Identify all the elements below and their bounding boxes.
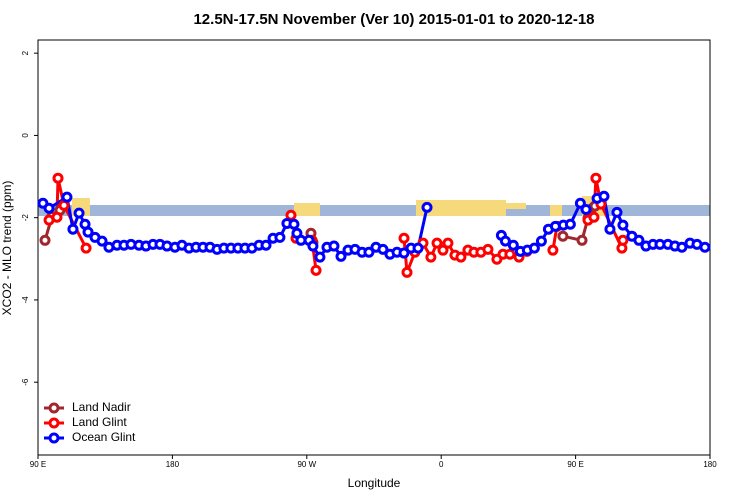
- data-point: [598, 190, 610, 202]
- y-tick-label: -6: [21, 378, 30, 386]
- data-point: [39, 234, 51, 246]
- data-point: [557, 230, 569, 242]
- legend-label: Land Nadir: [72, 400, 131, 414]
- data-point: [73, 207, 85, 219]
- data-point: [676, 241, 688, 253]
- data-point: [377, 243, 389, 255]
- data-point: [328, 240, 340, 252]
- data-point: [51, 211, 63, 223]
- x-tick-label: 0: [439, 460, 444, 469]
- y-tick-label: 0: [21, 133, 30, 138]
- data-point: [67, 223, 79, 235]
- data-point: [314, 251, 326, 263]
- data-point: [580, 203, 592, 215]
- x-tick-label: 90 W: [297, 460, 316, 469]
- data-point: [431, 237, 443, 249]
- land-band: [506, 203, 526, 209]
- data-point: [699, 241, 711, 253]
- data-point: [43, 202, 55, 214]
- data-point: [588, 211, 600, 223]
- x-tick-label: 90 E: [567, 460, 583, 469]
- y-tick-label: -4: [21, 296, 30, 304]
- data-point: [401, 266, 413, 278]
- data-point: [507, 239, 519, 251]
- data-point: [52, 172, 64, 184]
- data-point: [82, 226, 94, 238]
- chart-title: 12.5N-17.5N November (Ver 10) 2015-01-01…: [193, 11, 594, 28]
- data-point: [398, 232, 410, 244]
- data-point: [96, 235, 108, 247]
- data-point: [425, 251, 437, 263]
- data-point: [363, 246, 375, 258]
- ocean-band: [38, 205, 710, 216]
- y-tick-label: -2: [21, 214, 30, 222]
- legend-label: Land Glint: [72, 415, 127, 429]
- data-point: [274, 231, 286, 243]
- data-point: [617, 219, 629, 231]
- data-point: [611, 206, 623, 218]
- legend-marker: [48, 417, 60, 429]
- data-point: [504, 248, 516, 260]
- data-point: [335, 250, 347, 262]
- data-point: [528, 242, 540, 254]
- data-point: [564, 218, 576, 230]
- y-tick-label: 2: [21, 50, 30, 55]
- x-axis-label: Longitude: [348, 476, 401, 490]
- data-point: [547, 244, 559, 256]
- data-point: [576, 234, 588, 246]
- data-point: [633, 234, 645, 246]
- data-point: [307, 240, 319, 252]
- x-tick-label: 180: [703, 460, 717, 469]
- data-point: [437, 244, 449, 256]
- x-tick-label: 90 E: [30, 460, 46, 469]
- land-band: [550, 205, 562, 216]
- data-point: [260, 239, 272, 251]
- data-point: [535, 235, 547, 247]
- land-band: [416, 200, 506, 216]
- data-point: [398, 247, 410, 259]
- x-tick-label: 180: [166, 460, 180, 469]
- data-point: [80, 242, 92, 254]
- legend-label: Ocean Glint: [72, 430, 136, 444]
- data-point: [288, 218, 300, 230]
- data-point: [310, 264, 322, 276]
- data-point: [61, 191, 73, 203]
- data-point: [285, 209, 297, 221]
- data-point: [499, 235, 511, 247]
- data-point: [455, 251, 467, 263]
- data-point: [574, 197, 586, 209]
- y-axis-label: XCO2 - MLO trend (ppm): [0, 181, 14, 316]
- data-point: [482, 243, 494, 255]
- data-point: [412, 242, 424, 254]
- legend-marker: [48, 432, 60, 444]
- land-band: [294, 203, 320, 216]
- data-point: [590, 172, 602, 184]
- data-point: [442, 237, 454, 249]
- data-point: [421, 201, 433, 213]
- legend-marker: [48, 402, 60, 414]
- data-point: [604, 223, 616, 235]
- data-point: [617, 234, 629, 246]
